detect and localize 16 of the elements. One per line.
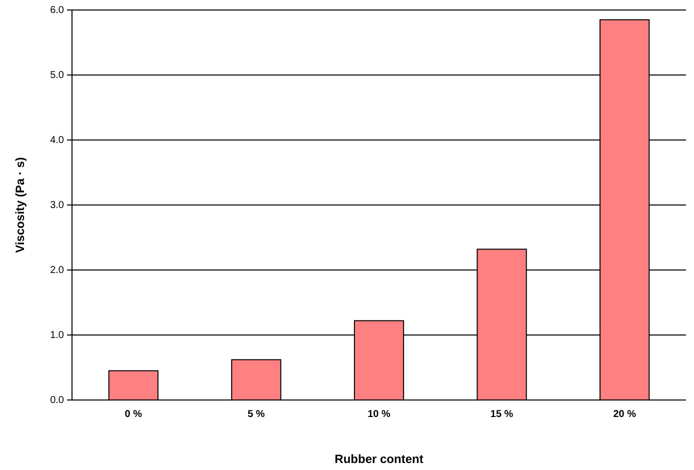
x-tick-label: 15 %	[490, 409, 514, 420]
y-tick-label: 0.0	[50, 395, 64, 406]
y-tick-label: 6.0	[50, 5, 64, 16]
x-tick-label: 20 %	[613, 409, 636, 420]
y-tick-label: 5.0	[50, 70, 64, 82]
x-tick-label: 10 %	[368, 409, 391, 420]
y-tick-label: 1.0	[50, 330, 64, 342]
x-tick-label: 0 %	[124, 409, 142, 420]
x-axis-title: Rubber content	[334, 452, 424, 466]
y-axis-title: Viscosity (Pa · s)	[13, 157, 27, 253]
bar	[231, 359, 282, 400]
y-tick-label: 3.0	[50, 200, 64, 212]
bar	[108, 370, 158, 400]
y-tick-label: 2.0	[50, 265, 64, 276]
x-tick-label: 5 %	[248, 409, 265, 420]
y-tick-label: 4.0	[50, 135, 64, 146]
